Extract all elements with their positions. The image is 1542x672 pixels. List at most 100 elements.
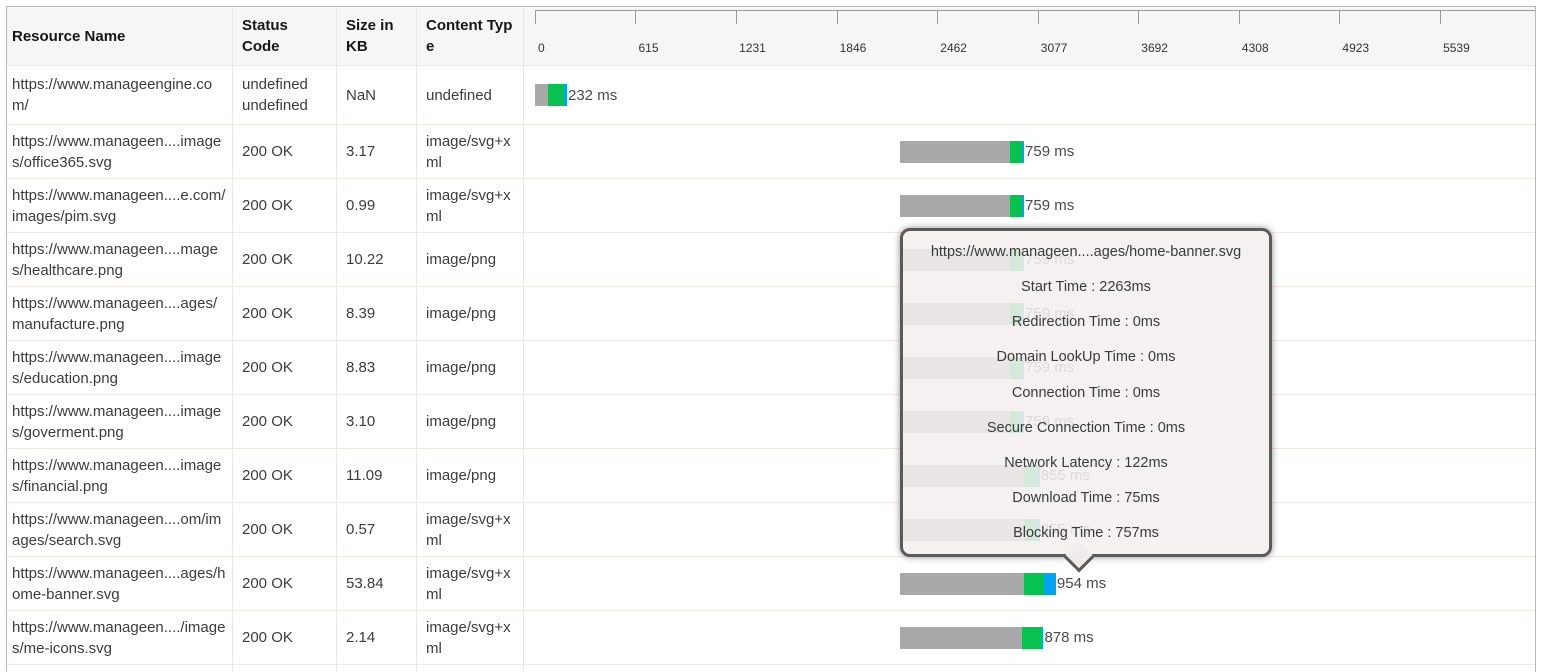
content-type-cell: image/svg+xml	[417, 503, 524, 556]
content-type-cell: image/png	[417, 287, 524, 340]
axis-tick	[736, 10, 738, 24]
bar-duration-label: 759 ms	[1025, 197, 1075, 214]
content-type-cell: image/png	[417, 341, 524, 394]
bar-segment-download	[564, 84, 567, 106]
content-type-cell: image/png	[417, 233, 524, 286]
timeline-cell	[524, 665, 1535, 672]
content-type-cell: image/svg+xml	[417, 125, 524, 178]
table-row: https://www.manageen....e.com/images/pim…	[7, 179, 1535, 233]
axis-tick	[1440, 10, 1442, 24]
bar-segment-blocking	[900, 140, 1010, 163]
resource-name-cell: https://www.manageen....ages/home-banner…	[7, 557, 233, 610]
content-type-cell: image/svg+xml	[417, 557, 524, 610]
axis-tick-label: 4923	[1342, 41, 1370, 55]
table-row: https://www.manageen....mages/healthcare…	[7, 233, 1535, 287]
axis-tick-label: 1231	[739, 41, 766, 55]
axis-tick-label: 3077	[1040, 41, 1068, 55]
axis-tick	[1037, 10, 1039, 24]
bar-duration-label: 878 ms	[1044, 629, 1094, 646]
table-row: https://www.manageen....images/goverment…	[7, 395, 1535, 449]
status-code-cell: 200 OK	[233, 449, 337, 502]
tooltip-resource-title: https://www.manageen....ages/home-banner…	[930, 244, 1242, 260]
bar-duration-label: 232 ms	[568, 86, 618, 104]
axis-tick-label: 4308	[1241, 41, 1269, 55]
waterfall-bar[interactable]: 759 ms	[900, 194, 1075, 217]
status-code-cell: undefined undefined	[233, 66, 337, 124]
axis-line	[535, 10, 1535, 11]
size-cell: 53.84	[337, 557, 417, 610]
waterfall-bar[interactable]: 759 ms	[900, 140, 1075, 163]
axis-tick-label: 1846	[839, 41, 867, 55]
timeline-axis: 0 615 1231 1846 2462 3077 3692 4308 4923 5539	[524, 7, 1535, 65]
timeline-cell: 878 ms	[524, 611, 1535, 664]
content-type-cell: undefined	[417, 66, 524, 124]
size-cell: 3.10	[337, 395, 417, 448]
axis-tick	[635, 10, 637, 24]
tooltip-metric: Redirection Time : 0ms	[1011, 314, 1161, 331]
table-row: https://www.manageengine.com/ undefined …	[7, 66, 1535, 125]
table-row: https://www.manageen....images/education…	[7, 341, 1535, 395]
bar-segment-blocking	[900, 194, 1010, 217]
bar-segment-download	[1043, 572, 1056, 595]
bar-segment-blocking	[535, 84, 549, 106]
status-code-cell: 200 OK	[233, 503, 337, 556]
content-type-cell: image/png	[417, 449, 524, 502]
resource-name-cell: https://www.manageen....om/images/search…	[7, 503, 233, 556]
waterfall-bar[interactable]: 954 ms	[900, 572, 1106, 595]
tooltip-metric: Download Time : 75ms	[1012, 489, 1160, 506]
size-cell	[337, 665, 417, 672]
axis-tick-label: 5539	[1443, 41, 1470, 55]
table-row: https://www.manageen....om/images/search…	[7, 503, 1535, 557]
tooltip-metric: Start Time : 2263ms	[1021, 279, 1151, 296]
axis-tick-label: 2462	[940, 41, 967, 55]
axis-tick-label: 3692	[1141, 41, 1168, 55]
waterfall-bar[interactable]: 878 ms	[900, 626, 1094, 649]
size-cell: 10.22	[337, 233, 417, 286]
timeline-cell: 759 ms	[524, 125, 1535, 178]
tooltip-metric: Blocking Time : 757ms	[1013, 525, 1159, 541]
status-code-cell: 200 OK	[233, 233, 337, 286]
column-header-status-code: Status Code	[233, 7, 337, 65]
resource-name-cell: https://www.manageen....images/financial…	[7, 449, 233, 502]
size-cell: 8.83	[337, 341, 417, 394]
table-body: https://www.manageengine.com/ undefined …	[7, 66, 1535, 672]
resource-name-cell: https://www.manageen....images/goverment…	[7, 395, 233, 448]
timeline-cell: 954 ms	[524, 557, 1535, 610]
axis-tick	[1138, 10, 1140, 24]
size-cell: 8.39	[337, 287, 417, 340]
table-row	[7, 665, 1535, 672]
waterfall-bar[interactable]: 232 ms	[535, 84, 617, 106]
waterfall-table: Resource Name Status Code Size in KB Con…	[6, 6, 1536, 672]
size-cell: 3.17	[337, 125, 417, 178]
content-type-cell: image/svg+xml	[417, 611, 524, 664]
axis-tick	[937, 10, 939, 24]
status-code-cell: 200 OK	[233, 287, 337, 340]
status-code-cell: 200 OK	[233, 125, 337, 178]
status-code-cell	[233, 665, 337, 672]
content-type-cell: image/png	[417, 395, 524, 448]
resource-name-cell: https://www.manageen....mages/healthcare…	[7, 233, 233, 286]
status-code-cell: 200 OK	[233, 341, 337, 394]
tooltip-metric: Secure Connection Time : 0ms	[986, 419, 1186, 436]
size-cell: 2.14	[337, 611, 417, 664]
table-row: https://www.manageen....images/office365…	[7, 125, 1535, 179]
axis-tick	[535, 10, 536, 24]
resource-name-cell	[7, 665, 233, 672]
resource-name-cell: https://www.manageen....ages/manufacture…	[7, 287, 233, 340]
bar-segment-download	[1022, 194, 1025, 217]
size-cell: 11.09	[337, 449, 417, 502]
tooltip-metric: Network Latency : 122ms	[1004, 454, 1168, 471]
size-cell: 0.57	[337, 503, 417, 556]
bar-segment-latency	[1022, 626, 1042, 649]
axis-tick	[1238, 10, 1240, 24]
axis-tick	[836, 10, 838, 24]
bar-segment-download	[1042, 626, 1044, 649]
resource-name-cell: https://www.manageengine.com/	[7, 66, 233, 124]
axis-tick	[1339, 10, 1341, 24]
tooltip-metric: Connection Time : 0ms	[1011, 384, 1161, 401]
axis-tick-label: 615	[638, 41, 659, 55]
bar-duration-label: 759 ms	[1025, 143, 1075, 160]
content-type-cell: image/svg+xml	[417, 179, 524, 232]
status-code-cell: 200 OK	[233, 179, 337, 232]
